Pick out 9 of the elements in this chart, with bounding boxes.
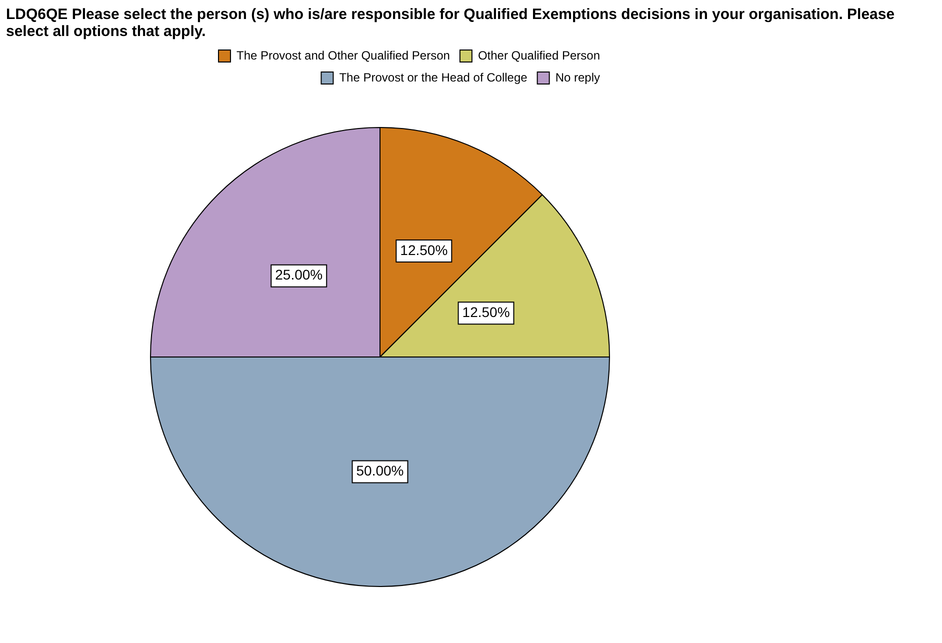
data-label: 25.00% <box>275 266 323 283</box>
legend-label: No reply <box>555 70 600 84</box>
legend-label: Other Qualified Person <box>478 48 600 62</box>
chart-title: LDQ6QE Please select the person (s) who is/are responsible for Qualified Exemptions decisions in your organisation. Please select all options that apply. <box>6 6 896 40</box>
data-label: 12.50% <box>462 304 510 320</box>
data-label: 12.50% <box>400 242 448 258</box>
legend-label: The Provost and Other Qualified Person <box>236 48 450 62</box>
data-label: 50.00% <box>356 462 404 479</box>
legend-label: The Provost or the Head of College <box>339 70 528 84</box>
